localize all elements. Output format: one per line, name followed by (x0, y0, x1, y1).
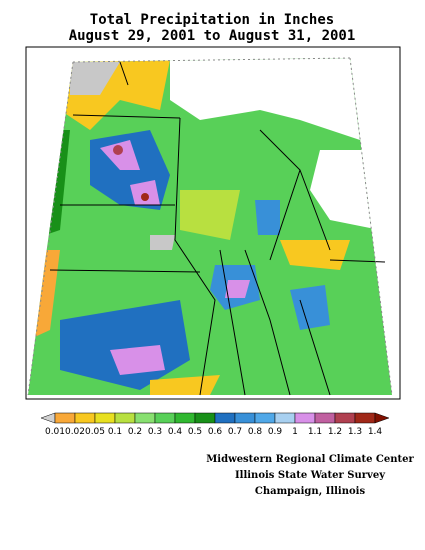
colorbar-box (154, 412, 176, 424)
colorbar-box (214, 412, 236, 424)
colorbar-box (314, 412, 336, 424)
colorbar-box (54, 412, 76, 424)
colorbar-box (94, 412, 116, 424)
colorbar-label: 0.9 (268, 427, 283, 437)
colorbar-label: 0.02 (65, 427, 85, 437)
colorbar-label: 0.7 (228, 427, 242, 437)
credit: Midwestern Regional Climate Center (206, 454, 414, 465)
colorbar-label: 0.3 (148, 427, 162, 437)
colorbar-label: 1 (292, 427, 298, 437)
colorbar-label: 0.4 (168, 427, 183, 437)
map (25, 46, 401, 400)
colorbar-box (134, 412, 156, 424)
colorbar-box (194, 412, 216, 424)
colorbar-label: 0.8 (248, 427, 263, 437)
colorbar-label: 0.01 (45, 427, 65, 437)
colorbar-low (40, 412, 56, 424)
colorbar-label: 0.5 (188, 427, 202, 437)
subtitle: August 29, 2001 to August 31, 2001 (69, 28, 356, 44)
colorbar-label: 0.05 (85, 427, 105, 437)
credit: Champaign, Illinois (255, 486, 366, 497)
colorbar-box (294, 412, 316, 424)
map-frame (25, 46, 401, 400)
colorbar-label: 0.2 (128, 427, 142, 437)
colorbar-box (354, 412, 376, 424)
colorbar: 0.01 0.02 0.05 0.1 0.2 0.3 0.4 0.5 0.6 0.7 0.8 0.9 1… (40, 412, 390, 437)
credit: Illinois State Water Survey (235, 470, 386, 481)
colorbar-label: 0.1 (108, 427, 122, 437)
colorbar-box (254, 412, 276, 424)
colorbar-label: 1.2 (328, 427, 342, 437)
colorbar-box (114, 412, 136, 424)
colorbar-box (274, 412, 296, 424)
colorbar-high (374, 412, 390, 424)
colorbar-box (334, 412, 356, 424)
colorbar-box (74, 412, 96, 424)
colorbar-label: 1.3 (348, 427, 362, 437)
colorbar-label: 0.6 (208, 427, 223, 437)
colorbar-box (174, 412, 196, 424)
colorbar-label: 1.4 (368, 427, 383, 437)
colorbar-box (234, 412, 256, 424)
title: Total Precipitation in Inches (90, 12, 334, 28)
colorbar-label: 1.1 (308, 427, 322, 437)
